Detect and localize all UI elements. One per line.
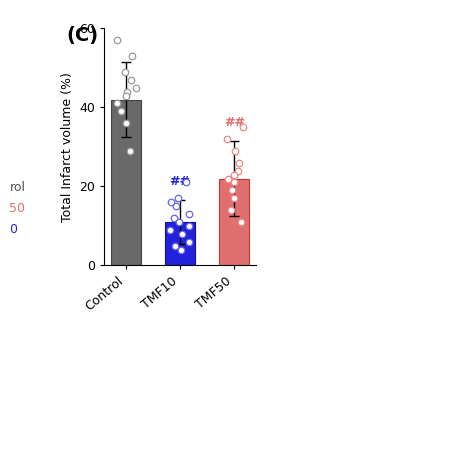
Point <box>224 175 232 182</box>
Text: 50: 50 <box>9 202 26 215</box>
Point <box>230 171 237 178</box>
Point <box>166 226 174 234</box>
Point <box>123 88 131 95</box>
Text: ##: ## <box>224 116 245 129</box>
Point <box>228 187 236 194</box>
Point <box>186 238 193 246</box>
Point <box>228 206 235 214</box>
Point <box>122 119 130 127</box>
Point <box>230 179 238 186</box>
Point <box>178 230 186 237</box>
Point <box>177 246 185 254</box>
Bar <box>165 222 195 265</box>
Point <box>236 159 243 166</box>
Text: rol: rol <box>9 181 26 194</box>
Point <box>114 36 121 44</box>
Point <box>223 135 230 143</box>
Text: (C): (C) <box>66 26 99 45</box>
Point <box>127 76 135 83</box>
Point <box>234 167 241 174</box>
Point <box>175 218 183 226</box>
Point <box>122 92 130 100</box>
Point <box>172 202 180 210</box>
Text: 0: 0 <box>9 223 18 237</box>
Point <box>182 179 190 186</box>
Bar <box>111 100 141 265</box>
Point <box>113 100 121 107</box>
Point <box>239 123 246 131</box>
Point <box>185 210 192 218</box>
Text: ##: ## <box>170 175 191 189</box>
Point <box>171 214 178 222</box>
Point <box>171 242 178 249</box>
Point <box>231 147 238 155</box>
Point <box>128 52 136 60</box>
Point <box>230 194 237 202</box>
Point <box>237 218 245 226</box>
Point <box>121 68 128 76</box>
Point <box>118 108 125 115</box>
Point <box>126 147 134 155</box>
Point <box>132 84 140 91</box>
Bar <box>219 179 249 265</box>
Point <box>174 194 182 202</box>
Point <box>167 199 175 206</box>
Point <box>185 222 193 230</box>
Y-axis label: Total Infarct volume (%): Total Infarct volume (%) <box>61 72 74 222</box>
